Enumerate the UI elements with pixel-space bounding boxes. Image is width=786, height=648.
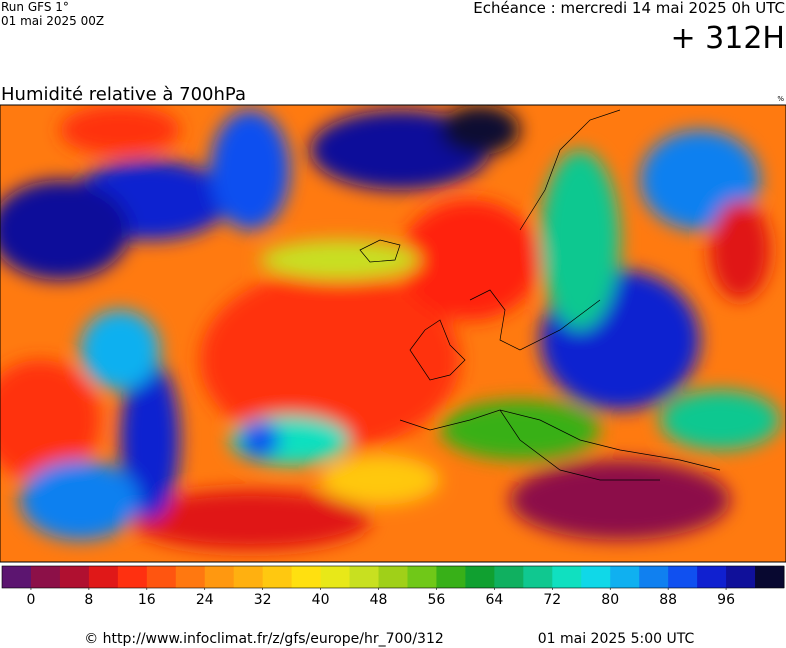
color-swatch bbox=[523, 566, 553, 588]
tick-label: 24 bbox=[196, 592, 214, 608]
color-swatch bbox=[755, 566, 785, 588]
color-swatch bbox=[146, 566, 177, 588]
color-swatch bbox=[697, 566, 727, 588]
tick-label: 72 bbox=[543, 592, 561, 608]
color-swatch bbox=[349, 566, 380, 588]
generated-time: 01 mai 2025 5:00 UTC bbox=[538, 631, 695, 647]
color-swatch bbox=[2, 566, 32, 588]
map-title: Humidité relative à 700hPa bbox=[1, 84, 246, 105]
color-swatch bbox=[581, 566, 611, 588]
color-swatch bbox=[59, 566, 90, 588]
color-swatch bbox=[436, 566, 466, 588]
tick-label: 48 bbox=[370, 592, 388, 608]
color-swatch bbox=[88, 566, 119, 588]
color-swatch bbox=[552, 566, 582, 588]
tick-label: 88 bbox=[659, 592, 677, 608]
tick-label: 0 bbox=[27, 592, 36, 608]
color-swatch bbox=[610, 566, 640, 588]
color-swatch bbox=[639, 566, 669, 588]
color-swatch bbox=[668, 566, 698, 588]
color-swatch bbox=[378, 566, 408, 588]
color-swatch bbox=[233, 566, 264, 588]
color-swatch bbox=[726, 566, 756, 588]
color-swatch bbox=[30, 566, 61, 588]
tick-label: 56 bbox=[428, 592, 446, 608]
tick-label: 32 bbox=[254, 592, 272, 608]
color-swatch bbox=[320, 566, 351, 588]
run-label: Run GFS 1° bbox=[1, 0, 69, 14]
color-swatch bbox=[465, 566, 495, 588]
tick-label: 8 bbox=[84, 592, 93, 608]
run-date: 01 mai 2025 00Z bbox=[1, 14, 104, 28]
humidity-map bbox=[0, 105, 786, 562]
color-swatch bbox=[175, 566, 206, 588]
tick-label: 80 bbox=[601, 592, 619, 608]
tick-label: 16 bbox=[138, 592, 156, 608]
tick-label: 64 bbox=[485, 592, 503, 608]
color-swatch bbox=[204, 566, 235, 588]
tick-label: 40 bbox=[312, 592, 330, 608]
color-swatch bbox=[494, 566, 524, 588]
source-url: © http://www.infoclimat.fr/z/gfs/europe/… bbox=[84, 631, 444, 647]
color-swatch bbox=[117, 566, 148, 588]
color-swatch bbox=[291, 566, 322, 588]
color-swatch bbox=[407, 566, 437, 588]
valid-time: Echéance : mercredi 14 mai 2025 0h UTC bbox=[473, 0, 785, 17]
color-swatch bbox=[262, 566, 293, 588]
colorbar-frame bbox=[1, 565, 785, 589]
colorbar: 0 8 16 24 32 40 48 56 64 72 80 88 96 bbox=[1, 565, 785, 608]
tick-label: 96 bbox=[717, 592, 735, 608]
map-frame bbox=[0, 104, 786, 563]
lead-time: + 312H bbox=[671, 21, 786, 56]
unit: % bbox=[777, 95, 784, 103]
